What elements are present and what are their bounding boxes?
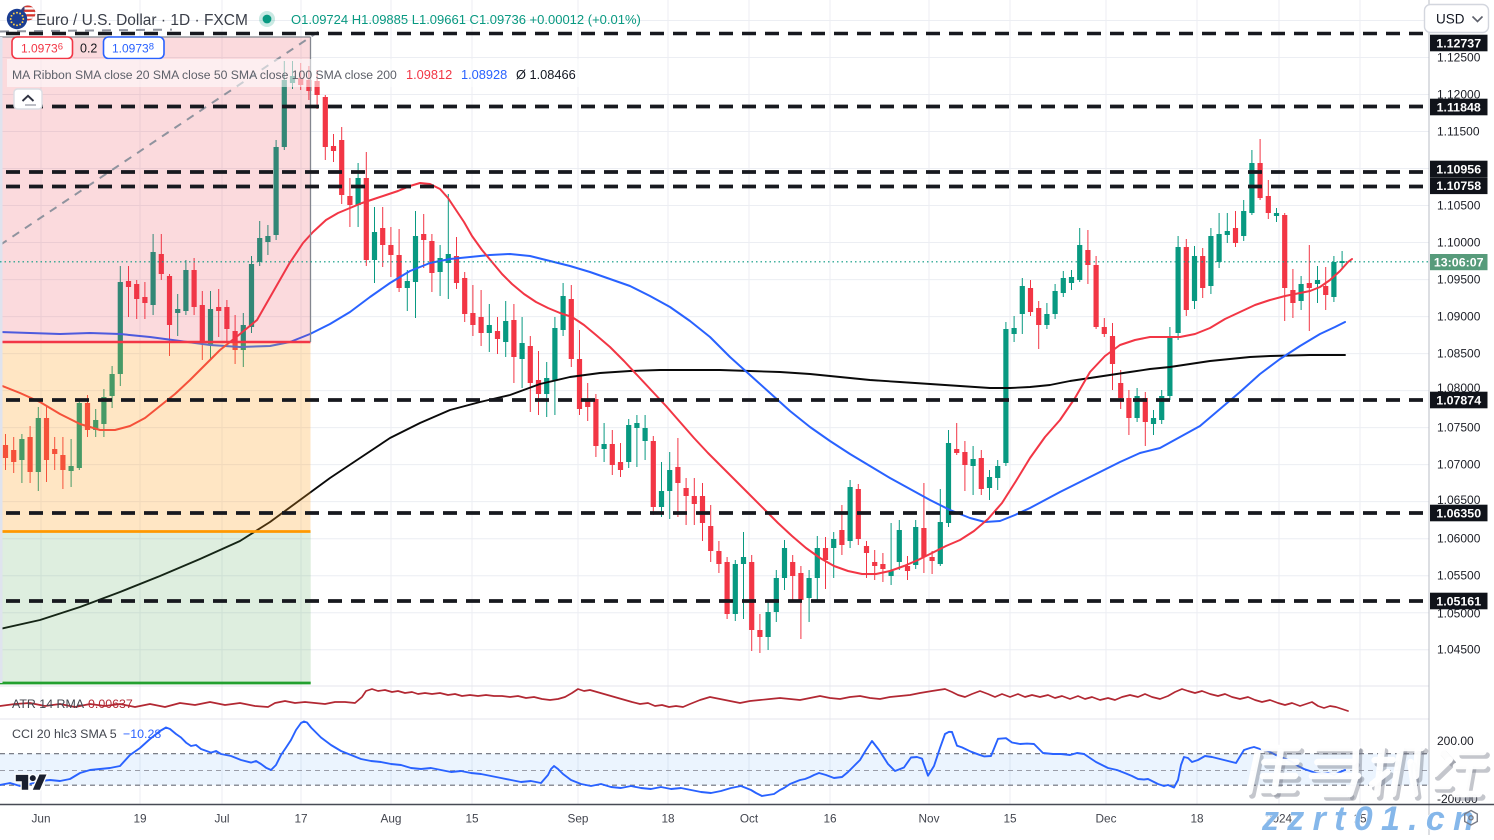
- svg-text:1.12000: 1.12000: [1437, 88, 1481, 102]
- svg-text:Dec: Dec: [1096, 812, 1117, 826]
- svg-text:1.10956: 1.10956: [1436, 162, 1481, 176]
- svg-text:1.07000: 1.07000: [1437, 458, 1481, 472]
- svg-text:1.09736: 1.09736: [21, 42, 63, 56]
- svg-text:O1.09724 H1.09885 L1.09661 C1.: O1.09724 H1.09885 L1.09661 C1.09736 +0.0…: [291, 12, 641, 27]
- svg-text:0.2: 0.2: [80, 42, 97, 56]
- svg-text:1.12500: 1.12500: [1437, 51, 1481, 65]
- svg-text:15: 15: [465, 812, 479, 826]
- svg-text:Nov: Nov: [919, 812, 940, 826]
- svg-text:1.12737: 1.12737: [1436, 36, 1481, 50]
- svg-text:−10.28: −10.28: [123, 727, 161, 741]
- svg-text:15: 15: [1353, 812, 1367, 826]
- svg-text:Jul: Jul: [214, 812, 229, 826]
- svg-text:MA Ribbon SMA close 20 SMA clo: MA Ribbon SMA close 20 SMA close 50 SMA …: [12, 68, 397, 82]
- svg-text:0.00637: 0.00637: [88, 697, 133, 711]
- svg-text:USD: USD: [1436, 12, 1465, 27]
- svg-text:1.09812: 1.09812: [406, 67, 452, 82]
- svg-text:19: 19: [133, 812, 146, 826]
- svg-text:1.09500: 1.09500: [1437, 273, 1481, 287]
- svg-text:1.08500: 1.08500: [1437, 347, 1481, 361]
- svg-text:1.10500: 1.10500: [1437, 199, 1481, 213]
- svg-text:2024: 2024: [1266, 812, 1293, 826]
- svg-text:200.00: 200.00: [1437, 734, 1474, 748]
- svg-text:1.04500: 1.04500: [1437, 643, 1481, 657]
- svg-text:CCI 20 hlc3 SMA 5: CCI 20 hlc3 SMA 5: [12, 727, 117, 741]
- svg-text:1.10000: 1.10000: [1437, 236, 1481, 250]
- svg-text:Ø 1.08466: Ø 1.08466: [516, 67, 576, 82]
- svg-text:1.10758: 1.10758: [1436, 179, 1481, 193]
- svg-text:ATR 14 RMA: ATR 14 RMA: [12, 697, 85, 711]
- svg-text:Jun: Jun: [31, 812, 50, 826]
- svg-text:1.06350: 1.06350: [1436, 506, 1481, 520]
- svg-text:1.07500: 1.07500: [1437, 421, 1481, 435]
- svg-text:13:06:07: 13:06:07: [1434, 255, 1484, 269]
- svg-text:1.11848: 1.11848: [1437, 100, 1481, 114]
- svg-text:1.09738: 1.09738: [112, 42, 154, 56]
- svg-text:16: 16: [823, 812, 837, 826]
- svg-text:18: 18: [1190, 812, 1204, 826]
- svg-text:Oct: Oct: [740, 812, 759, 826]
- svg-text:1.05000: 1.05000: [1437, 607, 1481, 621]
- svg-text:1.06000: 1.06000: [1437, 532, 1481, 546]
- svg-text:1.05500: 1.05500: [1437, 569, 1481, 583]
- svg-text:Euro / U.S. Dollar · 1D · FXCM: Euro / U.S. Dollar · 1D · FXCM: [36, 12, 248, 29]
- svg-text:1.07874: 1.07874: [1436, 393, 1481, 407]
- svg-text:1.09000: 1.09000: [1437, 310, 1481, 324]
- svg-text:zzrt01.cn: zzrt01.cn: [1261, 800, 1482, 835]
- svg-text:18: 18: [661, 812, 675, 826]
- svg-text:15: 15: [1003, 812, 1017, 826]
- svg-text:1.11500: 1.11500: [1437, 125, 1480, 139]
- svg-text:1.06500: 1.06500: [1437, 493, 1481, 507]
- svg-text:Sep: Sep: [568, 812, 589, 826]
- svg-text:1.08000: 1.08000: [1437, 381, 1481, 395]
- svg-text:17: 17: [294, 812, 307, 826]
- svg-text:1.05161: 1.05161: [1436, 594, 1481, 608]
- svg-text:Aug: Aug: [381, 812, 402, 826]
- svg-text:1.08928: 1.08928: [461, 67, 507, 82]
